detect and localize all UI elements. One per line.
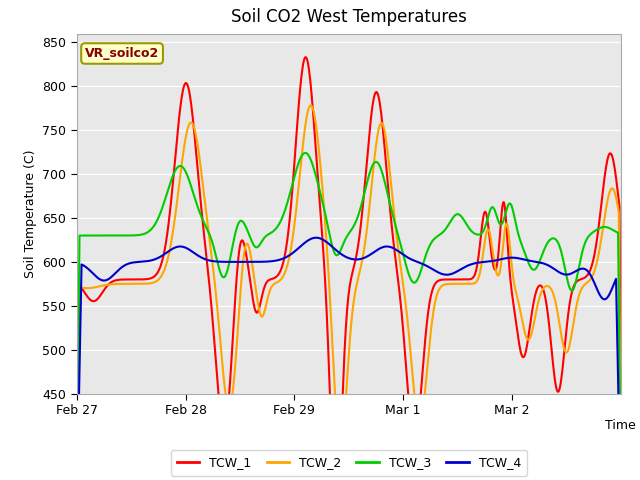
TCW_1 <box>390 239 397 244</box>
TCW_3 <box>404 268 412 274</box>
Line: TCW_2: TCW_2 <box>77 105 621 480</box>
TCW_4 <box>486 258 494 264</box>
TCW_4 <box>404 254 412 260</box>
TCW_3 <box>617 478 625 480</box>
TCW_4 <box>106 275 114 281</box>
TCW_1 <box>301 54 309 60</box>
TCW_3 <box>420 258 428 264</box>
TCW_2 <box>307 102 315 108</box>
Line: TCW_4: TCW_4 <box>77 238 621 480</box>
TCW_3 <box>73 479 81 480</box>
TCW_3 <box>486 207 494 213</box>
TCW_3 <box>301 150 309 156</box>
TCW_4 <box>420 262 428 267</box>
TCW_3 <box>390 215 397 220</box>
TCW_2 <box>617 460 625 466</box>
Text: VR_soilco2: VR_soilco2 <box>85 47 159 60</box>
Y-axis label: Soil Temperature (C): Soil Temperature (C) <box>24 149 37 278</box>
Legend: TCW_1, TCW_2, TCW_3, TCW_4: TCW_1, TCW_2, TCW_3, TCW_4 <box>170 450 527 476</box>
TCW_1 <box>617 402 625 408</box>
TCW_2 <box>542 283 550 289</box>
TCW_2 <box>420 397 428 403</box>
TCW_1 <box>486 240 494 245</box>
TCW_4 <box>542 262 550 267</box>
TCW_2 <box>106 281 114 287</box>
TCW_2 <box>390 204 397 210</box>
Line: TCW_3: TCW_3 <box>77 153 621 480</box>
TCW_2 <box>404 319 412 325</box>
TCW_2 <box>486 231 494 237</box>
TCW_1 <box>404 385 412 391</box>
Title: Soil CO2 West Temperatures: Soil CO2 West Temperatures <box>231 9 467 26</box>
TCW_1 <box>106 280 114 286</box>
Line: TCW_1: TCW_1 <box>77 57 621 480</box>
TCW_1 <box>420 350 428 356</box>
TCW_4 <box>390 245 397 251</box>
TCW_1 <box>542 298 550 304</box>
TCW_3 <box>106 233 114 239</box>
X-axis label: Time: Time <box>605 419 636 432</box>
TCW_3 <box>542 243 550 249</box>
TCW_4 <box>312 235 320 240</box>
